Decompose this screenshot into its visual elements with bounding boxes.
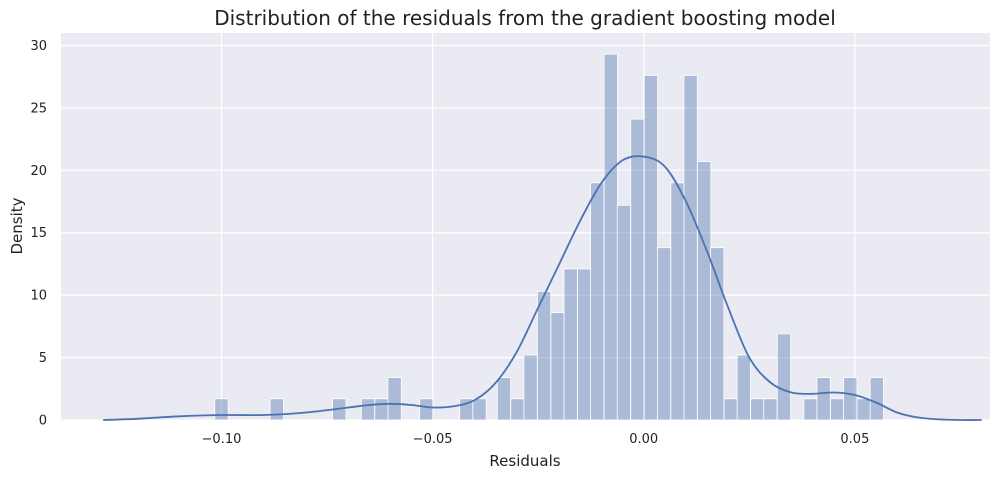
chart-title: Distribution of the residuals from the g…	[214, 6, 836, 30]
histogram-bar	[723, 398, 738, 421]
histogram-bar	[683, 75, 698, 421]
histogram-bar	[803, 398, 818, 421]
histogram-bar	[830, 398, 845, 421]
histogram-bar	[550, 312, 565, 421]
x-tick-label: −0.10	[202, 432, 242, 447]
histogram-bar	[763, 398, 778, 421]
histogram-bar	[537, 291, 552, 421]
histogram-bar	[710, 247, 725, 421]
histogram-bar	[697, 161, 712, 421]
y-axis-label: Density	[8, 197, 26, 254]
x-axis-label: Residuals	[489, 452, 560, 470]
x-tick-label: 0.00	[629, 432, 658, 447]
histogram-bar	[643, 75, 658, 421]
kde-curve	[103, 155, 982, 421]
histogram-bar	[670, 182, 685, 421]
histogram-bar	[510, 398, 525, 421]
histogram-bars	[214, 53, 884, 421]
histogram-bar	[656, 247, 672, 421]
histogram-bar	[843, 377, 858, 421]
histogram-bar	[563, 268, 578, 421]
y-tick-label: 15	[30, 226, 47, 241]
histogram-bar	[869, 377, 884, 421]
y-tick-label: 5	[39, 351, 47, 366]
y-tick-label: 25	[30, 101, 47, 116]
histogram-bar	[472, 398, 487, 421]
histogram-bar	[374, 398, 389, 421]
histogram-bar	[387, 377, 402, 421]
histogram-bar	[630, 118, 645, 421]
histogram-bar	[419, 398, 434, 421]
histogram-bar	[736, 354, 751, 421]
histogram-bar	[496, 377, 512, 421]
tick-labels: −0.10 −0.05 0.00 0.05 0 5 10 15 20 25 30	[30, 39, 869, 447]
y-tick-label: 0	[39, 414, 47, 429]
histogram-bar	[603, 53, 618, 421]
plot-background	[61, 33, 990, 420]
histogram-bar	[523, 354, 538, 421]
y-tick-label: 30	[30, 39, 47, 54]
histogram-bar	[776, 333, 792, 421]
x-tick-label: −0.05	[413, 432, 453, 447]
histogram-bar	[590, 182, 605, 421]
y-tick-label: 20	[30, 164, 47, 179]
histogram-bar	[856, 398, 871, 421]
histogram-bar	[750, 398, 765, 421]
histogram-bar	[616, 204, 631, 421]
histogram-bar	[269, 398, 284, 421]
histogram-bar	[360, 398, 376, 421]
y-tick-label: 10	[30, 289, 47, 304]
histogram-bar	[214, 398, 229, 421]
x-tick-label: 0.05	[840, 432, 869, 447]
histogram-bar	[816, 377, 831, 421]
histogram-bar	[577, 268, 592, 421]
